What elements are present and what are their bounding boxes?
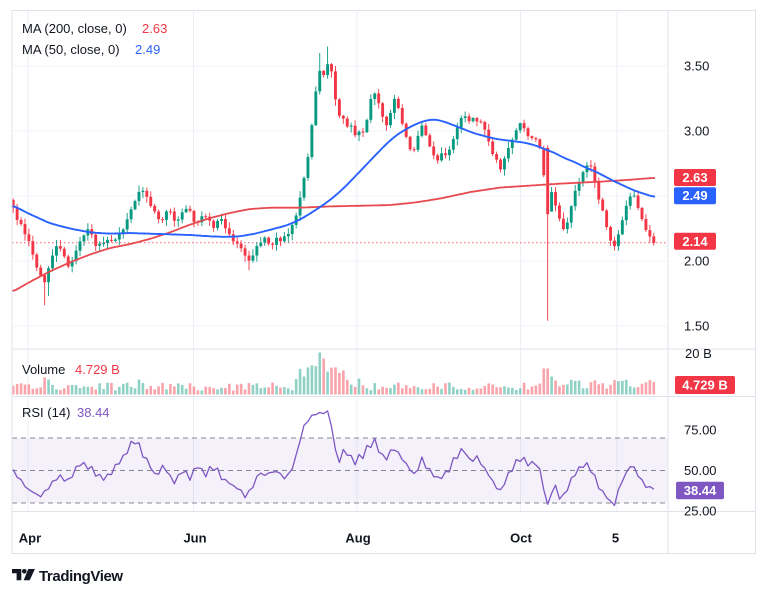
svg-text:2.14: 2.14 xyxy=(682,234,708,249)
svg-text:Apr: Apr xyxy=(19,531,41,546)
svg-text:50.00: 50.00 xyxy=(684,463,717,478)
svg-text:2.63: 2.63 xyxy=(682,170,707,185)
svg-text:Volume: Volume xyxy=(22,362,65,377)
svg-text:TradingView: TradingView xyxy=(39,568,123,585)
svg-text:4.729 B: 4.729 B xyxy=(75,362,120,377)
svg-text:MA (50, close, 0): MA (50, close, 0) xyxy=(22,42,120,57)
svg-text:3.50: 3.50 xyxy=(684,59,709,74)
svg-text:3.00: 3.00 xyxy=(684,124,709,139)
svg-text:20 B: 20 B xyxy=(685,346,712,361)
svg-text:38.44: 38.44 xyxy=(77,405,110,420)
svg-text:2.49: 2.49 xyxy=(682,188,707,203)
svg-text:38.44: 38.44 xyxy=(684,483,717,498)
svg-text:25.00: 25.00 xyxy=(684,504,717,519)
svg-text:Oct: Oct xyxy=(510,531,532,546)
svg-text:RSI (14): RSI (14) xyxy=(22,405,70,420)
svg-text:Aug: Aug xyxy=(345,531,370,546)
svg-text:1.50: 1.50 xyxy=(684,319,709,334)
svg-text:MA (200, close, 0): MA (200, close, 0) xyxy=(22,21,127,36)
svg-text:2.49: 2.49 xyxy=(135,42,160,57)
svg-text:2.63: 2.63 xyxy=(142,21,167,36)
svg-text:75.00: 75.00 xyxy=(684,422,717,437)
svg-text:2.00: 2.00 xyxy=(684,254,709,269)
svg-text:Jun: Jun xyxy=(183,531,206,546)
svg-text:4.729 B: 4.729 B xyxy=(682,378,728,393)
svg-text:5: 5 xyxy=(612,531,619,546)
